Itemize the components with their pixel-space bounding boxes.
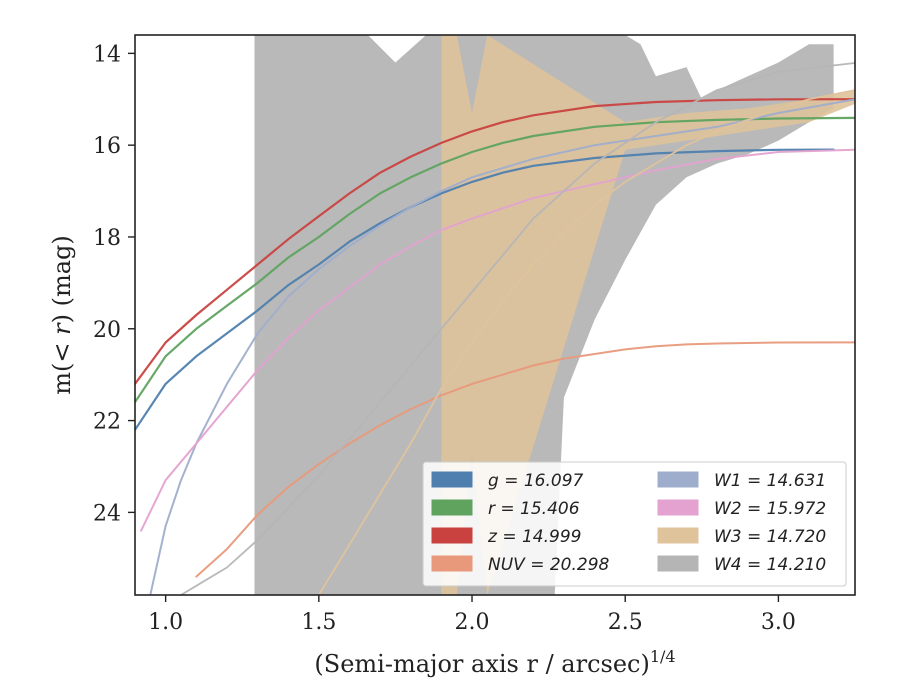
x-axis: 1.0 1.5 2.0 2.5 3.0 — [148, 595, 796, 635]
legend-box — [422, 461, 847, 587]
series-lines — [135, 62, 855, 595]
legend: g = 16.097 r = 15.406 z = 14.999 NUV = 20.2… — [422, 461, 847, 587]
legend-swatch — [431, 555, 473, 572]
series-line-6 — [317, 89, 855, 595]
legend-label: W1 = 14.631 — [714, 471, 826, 491]
x-tick-label: 2.0 — [455, 610, 490, 635]
legend-swatch — [657, 499, 699, 516]
legend-label: W2 = 15.972 — [714, 499, 826, 519]
legend-label: W4 = 14.210 — [714, 555, 826, 575]
x-tick-label: 1.0 — [148, 610, 183, 635]
series-line-2 — [135, 98, 855, 385]
x-axis-label: (Semi-major axis r / arcsec)1/4 — [314, 647, 675, 678]
y-tick-label: 22 — [93, 410, 121, 435]
uncertainty-bands — [254, 35, 855, 595]
y-tick-label: 24 — [93, 501, 121, 526]
legend-swatch — [431, 527, 473, 544]
legend-swatch — [431, 499, 473, 516]
legend-label: g = 16.097 — [488, 471, 584, 491]
plot-frame — [134, 34, 856, 596]
x-tick-label: 2.5 — [608, 610, 643, 635]
legend-swatch — [657, 471, 699, 488]
legend-swatch — [657, 527, 699, 544]
x-tick-label: 3.0 — [761, 610, 796, 635]
y-tick-label: 16 — [93, 134, 121, 159]
band-1 — [441, 35, 855, 595]
x-tick-label: 1.5 — [301, 610, 336, 635]
series-line-7 — [179, 62, 855, 595]
y-tick-label: 20 — [93, 318, 121, 343]
legend-swatch — [431, 471, 473, 488]
legend-label: r = 15.406 — [488, 499, 580, 519]
y-tick-label: 14 — [93, 42, 121, 67]
y-axis-label: m(< r) (mag) — [48, 235, 76, 395]
x-axis-label-exponent: 1/4 — [650, 647, 676, 666]
legend-label: W3 = 14.720 — [714, 527, 826, 547]
series-line-3 — [195, 341, 855, 578]
y-axis: 14 16 18 20 22 24 — [93, 42, 135, 526]
y-axis-label-variable: < r — [48, 322, 76, 363]
series-line-5 — [140, 148, 855, 532]
y-tick-label: 18 — [93, 226, 121, 251]
legend-label: z = 14.999 — [487, 527, 581, 547]
legend-swatch — [657, 555, 699, 572]
legend-label: NUV = 20.298 — [488, 555, 610, 575]
